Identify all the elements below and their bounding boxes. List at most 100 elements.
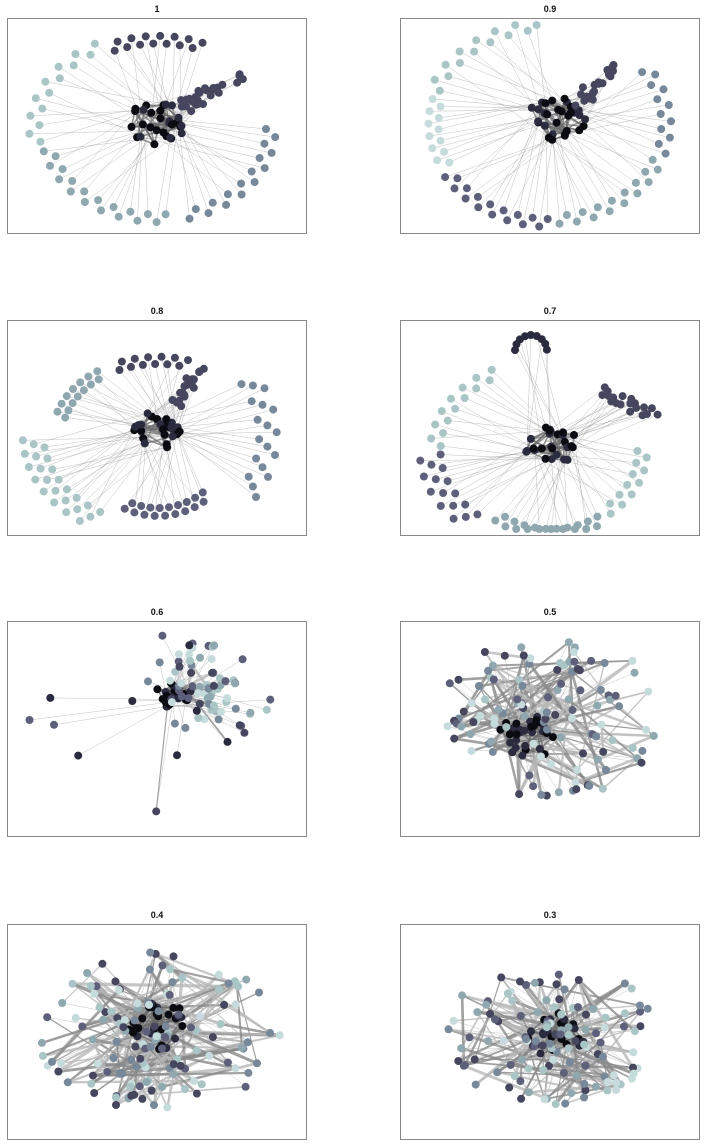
network-node [109, 1054, 118, 1062]
network-node [240, 728, 249, 737]
network-node [493, 1068, 502, 1077]
network-node [436, 102, 445, 111]
network-node [162, 415, 171, 424]
network-node [159, 425, 167, 434]
network-node [260, 384, 269, 393]
network-node [425, 132, 434, 141]
network-node [531, 523, 539, 532]
network-edge [567, 1046, 635, 1076]
network-node [175, 650, 183, 659]
network-edge [463, 1064, 548, 1101]
network-edge [176, 122, 265, 144]
network-node [111, 1093, 120, 1102]
network-edge [153, 43, 173, 125]
network-node [114, 212, 123, 221]
network-edge [156, 137, 171, 223]
network-node [208, 668, 217, 677]
network-node [461, 500, 470, 509]
network-node [51, 152, 60, 161]
nodes [424, 21, 675, 231]
network-node [231, 679, 239, 688]
network-node [542, 708, 551, 717]
network-node [542, 996, 551, 1005]
network-edge [556, 122, 578, 222]
network-node [632, 458, 641, 467]
network-node [199, 497, 208, 506]
network-node [529, 444, 538, 453]
network-node [467, 699, 476, 708]
network-node [86, 380, 95, 389]
network-node [647, 404, 656, 413]
network-node [572, 1071, 581, 1080]
network-node [580, 1079, 589, 1088]
network-node [524, 1088, 533, 1097]
network-node [185, 214, 194, 223]
network-edge [490, 113, 545, 205]
network-node [549, 1055, 558, 1064]
network-node [163, 1103, 172, 1112]
network-edge [97, 121, 170, 201]
network-node [247, 397, 256, 406]
network-edge [476, 377, 550, 434]
network-node [470, 47, 479, 56]
network-node [506, 738, 515, 747]
network-node [441, 60, 450, 69]
network-node [627, 394, 636, 403]
network-node [424, 119, 433, 128]
network-plot-area [7, 621, 307, 837]
network-edge [24, 431, 180, 454]
network-node [550, 1003, 559, 1012]
network-node [471, 1080, 480, 1089]
network-node [628, 656, 637, 665]
network-node [146, 123, 155, 132]
network-node [508, 996, 517, 1005]
network-node [57, 1059, 66, 1068]
network-node [242, 975, 251, 984]
network-node [223, 694, 231, 703]
network-node [181, 723, 190, 732]
network-node [206, 91, 215, 100]
network-node [93, 367, 102, 376]
network-node [541, 99, 550, 108]
network-node [503, 216, 512, 225]
network-node [207, 654, 216, 663]
network-edge [117, 41, 166, 105]
network-edge [134, 438, 144, 513]
network-node [583, 517, 592, 526]
network-node [577, 90, 585, 99]
network-edge [602, 757, 638, 790]
network-node [431, 420, 440, 429]
network-node [192, 1089, 201, 1098]
network-node [97, 206, 105, 215]
network-edge [174, 1004, 225, 1040]
network-edge [443, 113, 545, 152]
network-node [597, 720, 606, 729]
network-node [522, 981, 530, 989]
network-edge [173, 429, 263, 468]
network-node [466, 730, 475, 739]
network-node [250, 178, 259, 187]
network-node [513, 695, 522, 704]
network-node [649, 731, 658, 740]
network-node [73, 505, 82, 514]
network-node [641, 167, 650, 176]
network-node [606, 695, 614, 704]
network-node [158, 631, 167, 640]
network-node [119, 1023, 128, 1032]
network-edge [435, 424, 528, 452]
network-node [190, 503, 199, 512]
network-edge [503, 109, 539, 211]
network-node [63, 1078, 72, 1087]
network-node [535, 222, 544, 231]
network-node [589, 1005, 598, 1013]
network-node [272, 428, 281, 437]
network-node [562, 127, 571, 135]
network-node [568, 706, 577, 715]
network-node [599, 747, 608, 756]
network-node [177, 692, 186, 701]
network-node [611, 691, 620, 700]
network-node [453, 174, 462, 183]
network-node [184, 35, 193, 44]
network-node [132, 1062, 141, 1071]
network-edge [131, 1085, 246, 1097]
